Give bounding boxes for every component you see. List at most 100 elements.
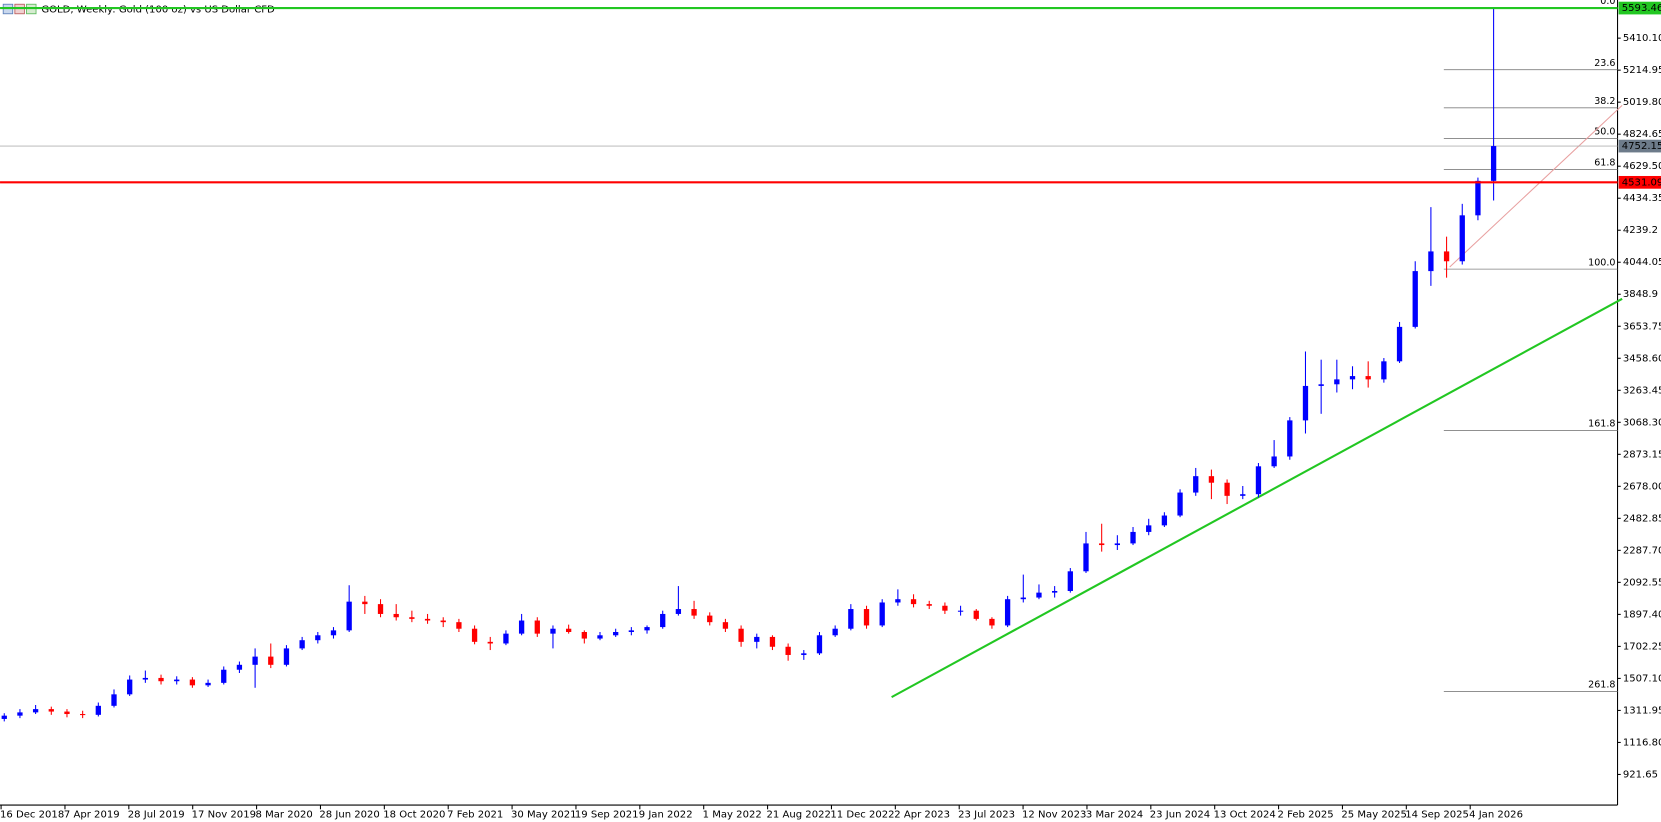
candle-body xyxy=(393,613,399,618)
candle-body xyxy=(1208,476,1215,483)
level-tag-label: 5593.46 xyxy=(1622,3,1661,14)
price-tag-label: 4752.15 xyxy=(1622,141,1661,152)
candle-body xyxy=(816,635,823,654)
y-tick-label: 2873.15 xyxy=(1623,449,1661,460)
candle-body xyxy=(315,635,321,641)
candle-body xyxy=(1193,476,1199,493)
candle-body xyxy=(1130,531,1136,544)
candle-body xyxy=(64,711,70,715)
candle-body xyxy=(377,604,384,614)
candle-body xyxy=(534,620,540,634)
candle-body xyxy=(174,679,180,682)
x-tick-label: 21 Aug 2022 xyxy=(767,810,831,821)
candle-body xyxy=(1271,456,1277,467)
candle-body xyxy=(550,628,556,634)
level-tag xyxy=(1618,1,1661,15)
x-tick-label: 4 Jan 2026 xyxy=(1469,810,1523,821)
candle-body xyxy=(942,605,948,611)
candle-body xyxy=(1240,494,1246,496)
candle-body xyxy=(362,601,368,605)
y-tick-label: 3263.45 xyxy=(1623,385,1661,396)
candle-body xyxy=(1099,543,1105,546)
candle-body xyxy=(409,617,415,619)
candle-body xyxy=(48,709,54,712)
fib-label: 261.8 xyxy=(1588,680,1615,691)
candle-body xyxy=(1036,592,1042,598)
candle-body xyxy=(1067,571,1073,591)
candle-body xyxy=(1396,326,1403,362)
candle-body xyxy=(848,609,854,629)
candle-body xyxy=(675,609,682,614)
candle-body xyxy=(1020,597,1026,600)
candle-body xyxy=(660,613,666,628)
candle-body xyxy=(1381,361,1387,380)
level-tag xyxy=(1618,175,1661,189)
candle-body xyxy=(1459,215,1465,262)
fib-label: 0.0 xyxy=(1600,0,1615,7)
candle-body xyxy=(205,682,211,686)
candle-body xyxy=(989,618,995,626)
y-tick-label: 5214.95 xyxy=(1623,65,1661,76)
candle-body xyxy=(1428,251,1434,272)
candle-body xyxy=(973,610,979,619)
candle-body xyxy=(456,622,462,629)
candle-body xyxy=(613,632,619,636)
fib-label: 50.0 xyxy=(1594,127,1615,138)
level-tag-label: 4531.09 xyxy=(1622,177,1661,188)
candle-body xyxy=(785,646,791,655)
candle-body xyxy=(910,599,917,605)
y-tick-label: 2287.70 xyxy=(1623,545,1661,556)
candle-body xyxy=(330,630,337,636)
y-tick-label: 1702.25 xyxy=(1623,641,1661,652)
x-tick-label: 19 Sep 2021 xyxy=(575,810,639,821)
candle-body xyxy=(1365,376,1371,380)
candle-body xyxy=(440,620,446,623)
candle-body xyxy=(722,622,729,629)
candle-body xyxy=(346,601,352,631)
x-tick-label: 1 May 2022 xyxy=(703,810,762,821)
x-tick-label: 2 Apr 2023 xyxy=(894,810,950,821)
candle-body xyxy=(597,635,603,639)
candle-body xyxy=(644,627,650,631)
candle-body xyxy=(158,677,164,682)
candle-body xyxy=(1490,146,1497,181)
fib-label: 100.0 xyxy=(1588,257,1615,268)
x-tick-label: 14 Sep 2025 xyxy=(1405,810,1469,821)
candle-body xyxy=(80,714,86,716)
candle-body xyxy=(628,630,635,633)
candle-body xyxy=(769,636,776,647)
trendline xyxy=(891,297,1623,699)
y-tick-label: 1507.10 xyxy=(1623,673,1661,684)
candle-body xyxy=(1334,379,1340,385)
candle-body xyxy=(1,715,7,719)
x-tick-label: 23 Jun 2024 xyxy=(1150,810,1210,821)
candle-body xyxy=(926,604,932,606)
candle-body xyxy=(863,609,870,626)
candle-body xyxy=(95,705,101,715)
candle-body xyxy=(565,628,572,633)
candle-body xyxy=(581,632,587,639)
x-tick-label: 18 Oct 2020 xyxy=(383,810,445,821)
y-tick-label: 3653.75 xyxy=(1623,321,1661,332)
chart-title: GOLD, Weekly: Gold (100 oz) vs US Dollar… xyxy=(41,5,275,16)
fib-label: 61.8 xyxy=(1594,158,1615,169)
candle-body xyxy=(1255,466,1262,495)
x-tick-label: 12 Nov 2023 xyxy=(1022,810,1086,821)
trendline xyxy=(1449,105,1623,268)
candle-body xyxy=(1114,543,1121,546)
y-tick-label: 3848.9 xyxy=(1623,289,1658,300)
candle-body xyxy=(471,628,478,642)
x-tick-label: 9 Jan 2022 xyxy=(639,810,693,821)
y-tick-label: 4239.2 xyxy=(1623,225,1658,236)
x-tick-label: 16 Dec 2018 xyxy=(0,810,64,821)
x-tick-label: 17 Nov 2019 xyxy=(192,810,256,821)
fib-label: 23.6 xyxy=(1594,58,1615,69)
y-tick-label: 1311.95 xyxy=(1623,705,1661,716)
x-tick-label: 8 Mar 2020 xyxy=(256,810,313,821)
y-tick-label: 4629.50 xyxy=(1623,161,1661,172)
x-tick-label: 30 May 2021 xyxy=(511,810,577,821)
x-tick-label: 28 Jul 2019 xyxy=(128,810,185,821)
candle-body xyxy=(707,615,713,623)
